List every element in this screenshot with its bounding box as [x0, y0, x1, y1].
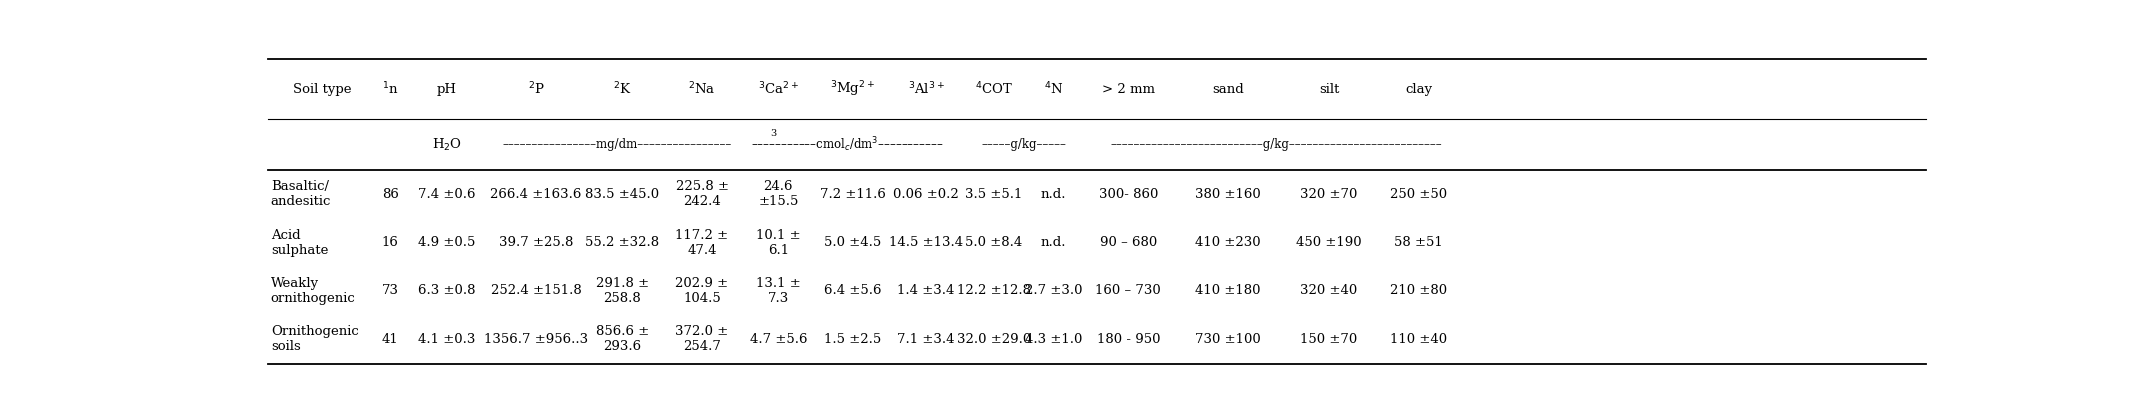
Text: $^2$P: $^2$P	[529, 81, 544, 97]
Text: pH: pH	[437, 82, 456, 96]
Text: $^3$Ca$^{2+}$: $^3$Ca$^{2+}$	[758, 81, 798, 97]
Text: Acid
sulphate: Acid sulphate	[272, 229, 327, 257]
Text: n.d.: n.d.	[1040, 188, 1066, 201]
Text: 7.4 ±0.6: 7.4 ±0.6	[417, 188, 475, 201]
Text: Ornithogenic
soils: Ornithogenic soils	[272, 325, 360, 353]
Text: 24.6
±15.5: 24.6 ±15.5	[758, 180, 798, 208]
Text: 266.4 ±163.6: 266.4 ±163.6	[490, 188, 582, 201]
Text: 4.9 ±0.5: 4.9 ±0.5	[417, 236, 475, 249]
Text: 160 – 730: 160 – 730	[1096, 284, 1162, 297]
Text: 291.8 ±
258.8: 291.8 ± 258.8	[595, 277, 648, 305]
Text: 202.9 ±
104.5: 202.9 ± 104.5	[676, 277, 728, 305]
Text: 2.7 ±3.0: 2.7 ±3.0	[1025, 284, 1083, 297]
Text: 6.4 ±5.6: 6.4 ±5.6	[824, 284, 882, 297]
Text: 117.2 ±
47.4: 117.2 ± 47.4	[676, 229, 728, 257]
Text: 16: 16	[381, 236, 398, 249]
Text: 210 ±80: 210 ±80	[1391, 284, 1447, 297]
Text: 3: 3	[770, 129, 777, 138]
Text: 55.2 ±32.8: 55.2 ±32.8	[586, 236, 659, 249]
Text: 5.0 ±4.5: 5.0 ±4.5	[824, 236, 882, 249]
Text: Weakly
ornithogenic: Weakly ornithogenic	[272, 277, 355, 305]
Text: 225.8 ±
242.4: 225.8 ± 242.4	[676, 180, 728, 208]
Text: 86: 86	[381, 188, 398, 201]
Text: 1.5 ±2.5: 1.5 ±2.5	[824, 333, 882, 346]
Text: Soil type: Soil type	[293, 82, 351, 96]
Text: 380 ±160: 380 ±160	[1194, 188, 1260, 201]
Text: 32.0 ±29.0: 32.0 ±29.0	[957, 333, 1031, 346]
Text: n.d.: n.d.	[1040, 236, 1066, 249]
Text: silt: silt	[1318, 82, 1340, 96]
Text: 83.5 ±45.0: 83.5 ±45.0	[586, 188, 659, 201]
Text: 110 ±40: 110 ±40	[1391, 333, 1447, 346]
Text: 150 ±70: 150 ±70	[1301, 333, 1357, 346]
Text: 250 ±50: 250 ±50	[1391, 188, 1447, 201]
Text: 252.4 ±151.8: 252.4 ±151.8	[490, 284, 582, 297]
Text: 856.6 ±
293.6: 856.6 ± 293.6	[595, 325, 648, 353]
Text: 372.0 ±
254.7: 372.0 ± 254.7	[676, 325, 728, 353]
Text: H$_2$O: H$_2$O	[432, 136, 462, 153]
Text: ––––––––––––––––––––––––––g/kg––––––––––––––––––––––––––: ––––––––––––––––––––––––––g/kg––––––––––…	[1111, 138, 1442, 151]
Text: 39.7 ±25.8: 39.7 ±25.8	[499, 236, 574, 249]
Text: 300- 860: 300- 860	[1098, 188, 1158, 201]
Text: 320 ±70: 320 ±70	[1301, 188, 1357, 201]
Text: 180 - 950: 180 - 950	[1096, 333, 1160, 346]
Text: 410 ±230: 410 ±230	[1194, 236, 1260, 249]
Text: 4.3 ±1.0: 4.3 ±1.0	[1025, 333, 1083, 346]
Text: sand: sand	[1211, 82, 1243, 96]
Text: 10.1 ±
6.1: 10.1 ± 6.1	[755, 229, 800, 257]
Text: Basaltic/
andesitic: Basaltic/ andesitic	[272, 180, 332, 208]
Text: 1.4 ±3.4: 1.4 ±3.4	[897, 284, 954, 297]
Text: 410 ±180: 410 ±180	[1194, 284, 1260, 297]
Text: 1356.7 ±956..3: 1356.7 ±956..3	[484, 333, 588, 346]
Text: 58 ±51: 58 ±51	[1393, 236, 1442, 249]
Text: 12.2 ±12.8: 12.2 ±12.8	[957, 284, 1031, 297]
Text: $^4$N: $^4$N	[1044, 81, 1064, 97]
Text: 4.1 ±0.3: 4.1 ±0.3	[417, 333, 475, 346]
Text: $^1$n: $^1$n	[381, 81, 398, 97]
Text: clay: clay	[1406, 82, 1432, 96]
Text: 6.3 ±0.8: 6.3 ±0.8	[417, 284, 475, 297]
Text: $^2$Na: $^2$Na	[689, 81, 715, 97]
Text: $^2$K: $^2$K	[614, 81, 631, 97]
Text: 0.06 ±0.2: 0.06 ±0.2	[892, 188, 959, 201]
Text: 4.7 ±5.6: 4.7 ±5.6	[749, 333, 807, 346]
Text: –––––g/kg–––––: –––––g/kg–––––	[982, 138, 1066, 151]
Text: $^3$Mg$^{2+}$: $^3$Mg$^{2+}$	[830, 79, 875, 99]
Text: 320 ±40: 320 ±40	[1301, 284, 1357, 297]
Text: 5.0 ±8.4: 5.0 ±8.4	[965, 236, 1023, 249]
Text: 73: 73	[381, 284, 398, 297]
Text: 41: 41	[381, 333, 398, 346]
Text: 730 ±100: 730 ±100	[1194, 333, 1260, 346]
Text: 7.1 ±3.4: 7.1 ±3.4	[897, 333, 954, 346]
Text: 3.5 ±5.1: 3.5 ±5.1	[965, 188, 1023, 201]
Text: 7.2 ±11.6: 7.2 ±11.6	[820, 188, 886, 201]
Text: 14.5 ±13.4: 14.5 ±13.4	[888, 236, 963, 249]
Text: > 2 mm: > 2 mm	[1102, 82, 1156, 96]
Text: ––––––––––––––––mg/dm––––––––––––––––: ––––––––––––––––mg/dm––––––––––––––––	[503, 138, 732, 151]
Text: $^3$Al$^{3+}$: $^3$Al$^{3+}$	[907, 81, 944, 97]
Text: $^4$COT: $^4$COT	[976, 81, 1012, 97]
Text: 90 – 680: 90 – 680	[1100, 236, 1158, 249]
Text: –––––––––––cmol$_c$/dm$^3$–––––––––––: –––––––––––cmol$_c$/dm$^3$–––––––––––	[751, 135, 944, 154]
Text: 13.1 ±
7.3: 13.1 ± 7.3	[755, 277, 800, 305]
Text: 450 ±190: 450 ±190	[1297, 236, 1361, 249]
